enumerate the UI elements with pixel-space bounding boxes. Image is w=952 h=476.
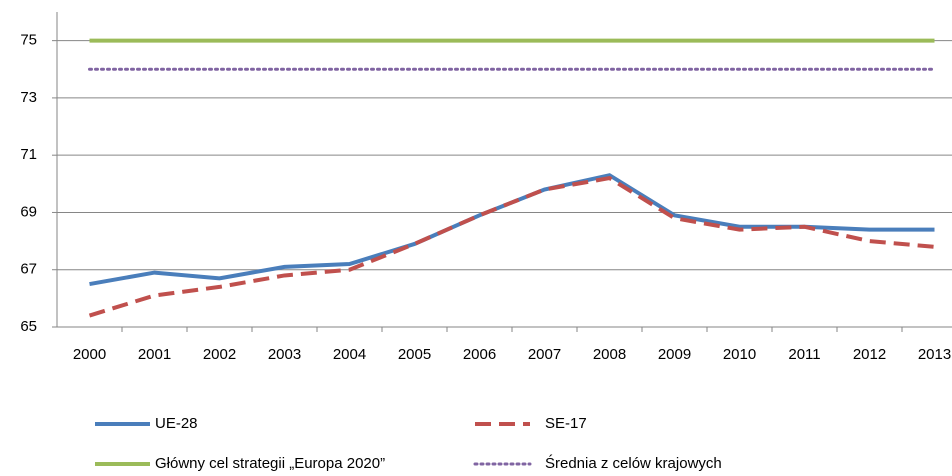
x-tick-label: 2012 xyxy=(853,346,886,363)
series-line xyxy=(88,175,935,318)
y-tick-label: 71 xyxy=(20,146,37,163)
legend-label: UE-28 xyxy=(155,415,198,432)
y-tick-label: 69 xyxy=(20,203,37,220)
y-tick-label: 67 xyxy=(20,261,37,278)
x-tick-label: 2008 xyxy=(593,346,626,363)
x-tick-label: 2006 xyxy=(463,346,496,363)
legend-label: Główny cel strategii „Europa 2020” xyxy=(155,455,385,472)
x-tick-label: 2011 xyxy=(788,346,820,363)
x-tick-label: 2010 xyxy=(723,346,756,363)
y-tick-label: 65 xyxy=(20,318,37,335)
y-tick-label: 75 xyxy=(20,32,37,49)
legend-label: SE-17 xyxy=(545,415,587,432)
x-tick-label: 2000 xyxy=(73,346,106,363)
x-tick-label: 2003 xyxy=(268,346,301,363)
x-tick-label: 2005 xyxy=(398,346,431,363)
x-tick-label: 2001 xyxy=(138,346,171,363)
x-tick-label: 2007 xyxy=(528,346,561,363)
series-line xyxy=(89,173,935,287)
x-tick-label: 2002 xyxy=(203,346,236,363)
legend-label: Średnia z celów krajowych xyxy=(545,454,722,472)
x-tick-label: 2004 xyxy=(333,346,366,363)
y-tick-label: 73 xyxy=(20,89,37,106)
x-tick-label: 2009 xyxy=(658,346,691,363)
x-tick-label: 2013 xyxy=(918,346,951,363)
